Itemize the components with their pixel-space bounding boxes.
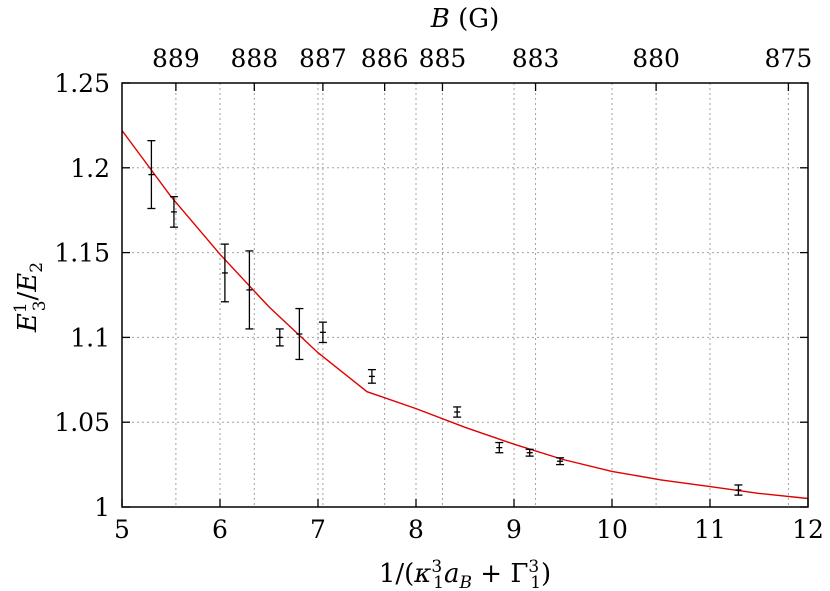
y-tick-label: 1.1 (70, 323, 110, 352)
top-axis-label: B (G) (430, 4, 499, 34)
data-point (295, 307, 304, 361)
data-point (169, 195, 178, 228)
top-tick-label: 885 (419, 44, 467, 73)
axis-ticks: 5 6 7 8 9 10 11 12 1 1.05 1.1 1.15 1.2 1.25 889 888 887 8… (54, 44, 824, 544)
data-point (556, 457, 565, 466)
top-tick-label: 875 (765, 44, 813, 73)
top-tick-label: 880 (632, 44, 680, 73)
plot-frame (121, 82, 809, 508)
y-tick-label: 1.05 (54, 408, 110, 437)
x-tick-label: 11 (694, 515, 726, 544)
y-tick-label: 1 (94, 493, 110, 522)
x-tick-label: 5 (114, 515, 130, 544)
top-tick-label: 886 (361, 44, 409, 73)
top-tick-label: 883 (512, 44, 560, 73)
x-tick-label: 12 (792, 515, 824, 544)
data-point (367, 368, 376, 384)
data-point (220, 243, 229, 303)
data-point (495, 441, 504, 454)
x-axis-label: 1/(κ3 1aB + Γ3 1) (379, 557, 551, 591)
x-tick-label: 9 (506, 515, 522, 544)
fit-curve-group (121, 130, 809, 500)
data-point (275, 328, 284, 347)
x-tick-label: 8 (408, 515, 424, 544)
x-tick-label: 6 (212, 515, 228, 544)
y-tick-label: 1.2 (70, 154, 110, 183)
y-tick-label: 1.25 (54, 69, 110, 98)
data-point (525, 448, 534, 457)
data-point (147, 140, 156, 210)
data-point (453, 406, 462, 418)
y-axis-label: E13/E2 (11, 262, 50, 333)
fit-curve (121, 130, 809, 500)
grid (122, 83, 808, 507)
data-point (245, 250, 254, 330)
y-tick-label: 1.15 (54, 239, 110, 268)
top-tick-label: 887 (299, 44, 347, 73)
top-tick-label: 889 (152, 44, 200, 73)
top-tick-label: 888 (230, 44, 278, 73)
data-point (318, 321, 327, 344)
x-tick-label: 10 (596, 515, 628, 544)
data-points (147, 140, 743, 496)
data-point (734, 484, 743, 496)
x-tick-label: 7 (310, 515, 326, 544)
